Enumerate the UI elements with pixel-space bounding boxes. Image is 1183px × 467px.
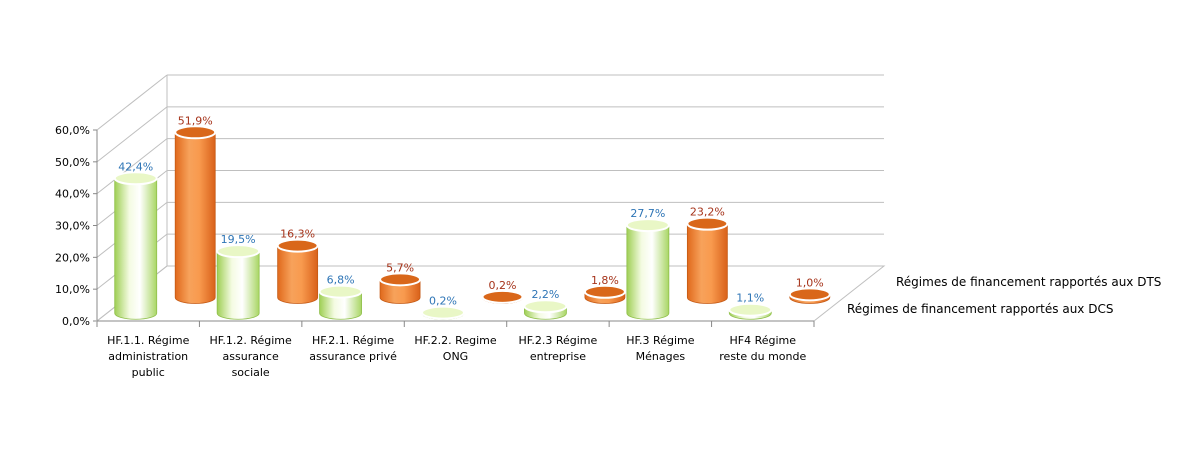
y-tick-label: 10,0% [55, 283, 90, 296]
x-category-label: HF.2.3 Régime [519, 334, 598, 347]
dcs-cylinder-body [626, 224, 670, 320]
dts-cylinder [481, 289, 524, 304]
x-category-label: ONG [443, 350, 468, 363]
dcs-cylinder [728, 302, 773, 320]
x-category-label: Ménages [636, 350, 686, 363]
dcs-cylinder-top [421, 305, 465, 320]
dcs-cylinder-body [319, 291, 362, 320]
dts-cylinder [379, 272, 422, 304]
dcs-cylinder-top [728, 302, 773, 317]
legend-entry-dts: Régimes de financement rapportés aux DTS [896, 275, 1161, 289]
dts-data-label: 23,2% [690, 206, 725, 219]
x-category-label: assurance [223, 350, 279, 363]
dcs-cylinder [523, 299, 568, 320]
x-category-label: HF4 Régime [730, 334, 797, 347]
dcs-cylinder [113, 171, 158, 320]
y-tick-label: 40,0% [55, 188, 90, 201]
x-category-label: sociale [232, 366, 270, 379]
x-category-label: public [132, 366, 165, 379]
dts-cylinder [174, 125, 217, 304]
y-tick-label: 30,0% [55, 220, 90, 233]
x-category-label: entreprise [530, 350, 586, 363]
x-category-label: HF.2.2. Regime [414, 334, 496, 347]
x-category-label: HF.2.1. Régime [312, 334, 394, 347]
dts-data-label: 16,3% [280, 228, 315, 241]
dts-cylinder-body [277, 245, 319, 304]
dts-cylinder-body [686, 223, 728, 304]
dcs-cylinder-top [318, 284, 363, 299]
x-category-label: HF.1.1. Régime [107, 334, 189, 347]
dcs-data-label: 42,4% [118, 160, 153, 173]
dcs-cylinder-body [114, 177, 158, 320]
dts-cylinder [583, 284, 626, 304]
x-category-label: administration [108, 350, 188, 363]
legend-entry-dcs: Régimes de financement rapportés aux DCS [847, 302, 1113, 316]
dcs-cylinder-top [523, 299, 568, 314]
y-tick-label: 60,0% [55, 124, 90, 137]
dts-cylinder-top [174, 125, 217, 140]
x-category-label: reste du monde [719, 350, 806, 363]
dcs-cylinder-body [216, 250, 260, 320]
dts-cylinder-top [379, 272, 422, 287]
dts-cylinder [686, 216, 729, 304]
side-wall-gridline [96, 74, 168, 131]
dts-cylinder-top [276, 238, 319, 253]
x-category-label: HF.1.2. Régime [210, 334, 292, 347]
dcs-cylinder [216, 244, 261, 320]
dts-data-label: 51,9% [178, 114, 213, 127]
dcs-data-label: 27,7% [630, 207, 665, 220]
dcs-data-label: 6,8% [327, 274, 355, 287]
dts-cylinder-top [686, 216, 729, 231]
dcs-data-label: 0,2% [429, 295, 457, 308]
x-category-label: assurance privé [309, 350, 397, 363]
dcs-cylinder-top [625, 218, 670, 233]
dcs-data-label: 2,2% [531, 288, 559, 301]
dts-cylinder [276, 238, 319, 304]
dts-cylinder-top [481, 289, 524, 304]
dts-data-label: 1,0% [796, 276, 824, 289]
dts-cylinder [788, 287, 831, 304]
dcs-cylinder [421, 305, 465, 320]
dcs-data-label: 1,1% [736, 292, 764, 305]
dts-cylinder-body [174, 131, 216, 304]
dts-data-label: 1,8% [591, 274, 619, 287]
dcs-cylinder [318, 284, 363, 320]
dcs-data-label: 19,5% [221, 233, 256, 246]
dcs-cylinder-top [216, 244, 261, 259]
dcs-cylinder [625, 218, 670, 320]
x-category-label: HF.3 Régime [626, 334, 694, 347]
side-wall-gridline [96, 106, 168, 163]
y-tick-label: 20,0% [55, 251, 90, 264]
dts-data-label: 0,2% [489, 279, 517, 292]
dts-cylinder-top [788, 287, 831, 302]
dts-data-label: 5,7% [386, 261, 414, 274]
side-wall-gridline [96, 138, 168, 195]
dcs-cylinder-top [113, 171, 158, 186]
y-tick-label: 50,0% [55, 156, 90, 169]
y-tick-label: 0,0% [62, 315, 90, 328]
dts-cylinder-top [583, 284, 626, 299]
